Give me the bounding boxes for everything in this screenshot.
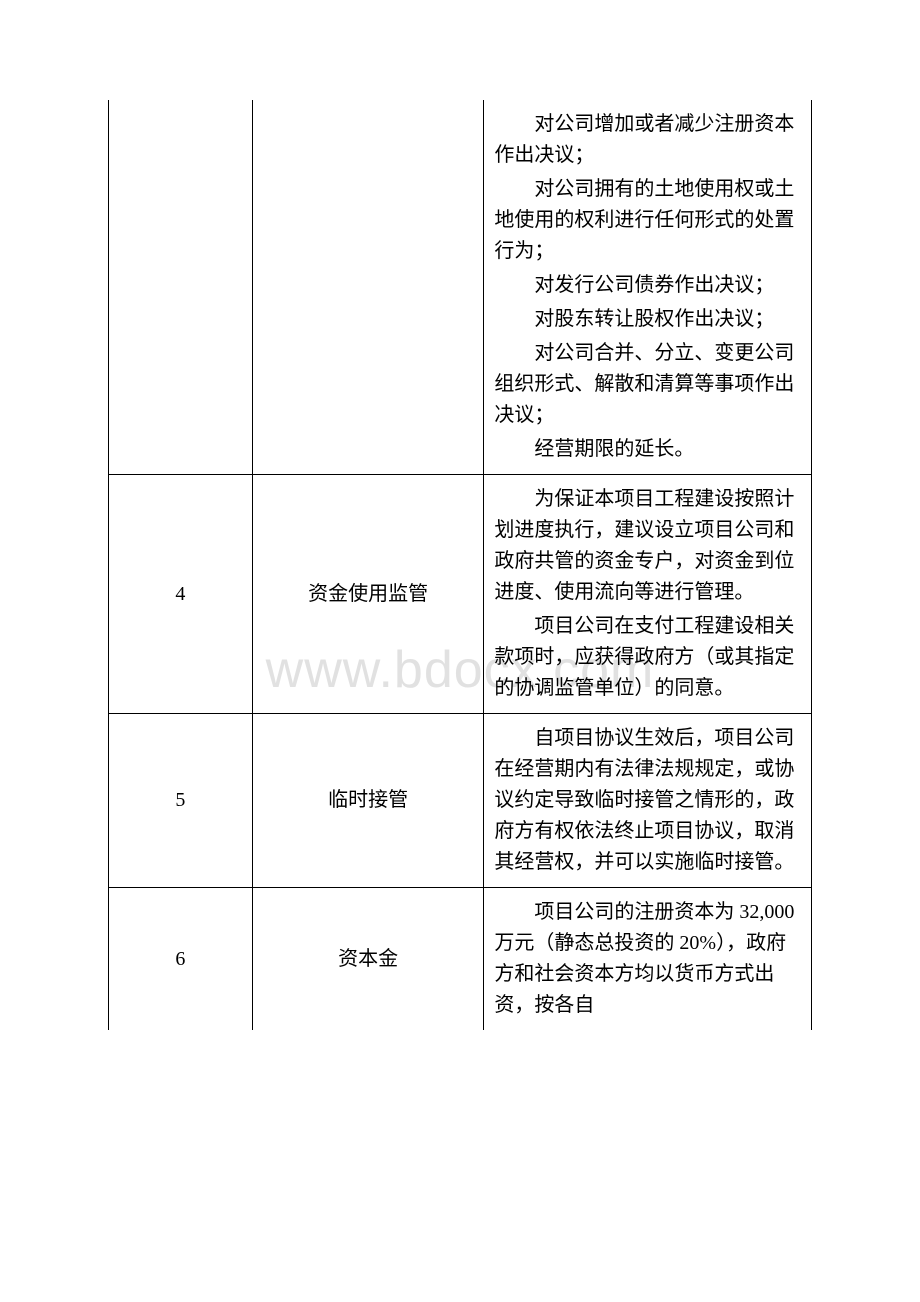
row-number-cell: 5 bbox=[109, 714, 253, 888]
content-paragraph: 经营期限的延长。 bbox=[494, 434, 801, 465]
row-title-cell: 资金使用监管 bbox=[252, 475, 484, 714]
content-paragraph: 自项目协议生效后，项目公司在经营期内有法律法规规定，或协议约定导致临时接管之情形… bbox=[494, 723, 801, 878]
row-number-cell: 6 bbox=[109, 888, 253, 1031]
content-paragraph: 对股东转让股权作出决议； bbox=[494, 304, 801, 335]
row-content-cell: 项目公司的注册资本为 32,000 万元（静态总投资的 20%），政府方和社会资… bbox=[484, 888, 812, 1031]
row-title-cell bbox=[252, 100, 484, 475]
row-content-cell: 自项目协议生效后，项目公司在经营期内有法律法规规定，或协议约定导致临时接管之情形… bbox=[484, 714, 812, 888]
table-row: 对公司增加或者减少注册资本作出决议； 对公司拥有的土地使用权或土地使用的权利进行… bbox=[109, 100, 812, 475]
content-paragraph: 对公司合并、分立、变更公司组织形式、解散和清算等事项作出决议； bbox=[494, 338, 801, 431]
content-paragraph: 为保证本项目工程建设按照计划进度执行，建议设立项目公司和政府共管的资金专户，对资… bbox=[494, 484, 801, 608]
content-paragraph: 对发行公司债券作出决议； bbox=[494, 270, 801, 301]
row-content-cell: 为保证本项目工程建设按照计划进度执行，建议设立项目公司和政府共管的资金专户，对资… bbox=[484, 475, 812, 714]
content-paragraph: 对公司拥有的土地使用权或土地使用的权利进行任何形式的处置行为； bbox=[494, 174, 801, 267]
row-number-cell bbox=[109, 100, 253, 475]
row-content-cell: 对公司增加或者减少注册资本作出决议； 对公司拥有的土地使用权或土地使用的权利进行… bbox=[484, 100, 812, 475]
content-paragraph: 项目公司的注册资本为 32,000 万元（静态总投资的 20%），政府方和社会资… bbox=[494, 897, 801, 1021]
table-row: 4 资金使用监管 为保证本项目工程建设按照计划进度执行，建议设立项目公司和政府共… bbox=[109, 475, 812, 714]
row-title-cell: 资本金 bbox=[252, 888, 484, 1031]
row-number-cell: 4 bbox=[109, 475, 253, 714]
content-paragraph: 项目公司在支付工程建设相关款项时，应获得政府方（或其指定的协调监管单位）的同意。 bbox=[494, 611, 801, 704]
row-title-cell: 临时接管 bbox=[252, 714, 484, 888]
document-table: 对公司增加或者减少注册资本作出决议； 对公司拥有的土地使用权或土地使用的权利进行… bbox=[108, 100, 812, 1030]
table-row: 6 资本金 项目公司的注册资本为 32,000 万元（静态总投资的 20%），政… bbox=[109, 888, 812, 1031]
table-row: 5 临时接管 自项目协议生效后，项目公司在经营期内有法律法规规定，或协议约定导致… bbox=[109, 714, 812, 888]
content-paragraph: 对公司增加或者减少注册资本作出决议； bbox=[494, 109, 801, 171]
